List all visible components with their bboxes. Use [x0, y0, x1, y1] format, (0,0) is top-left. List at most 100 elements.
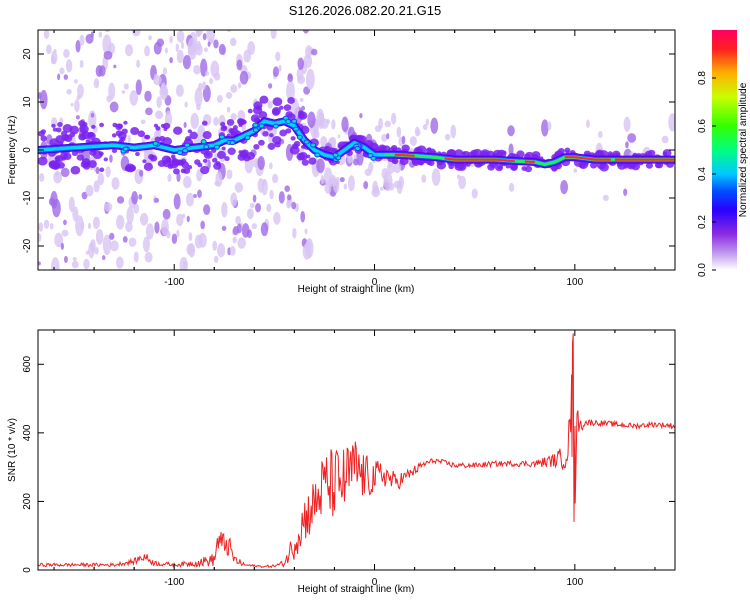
noise-blob	[217, 243, 226, 258]
signal-blob	[148, 154, 155, 160]
spectrogram-x-label: Height of straight line (km)	[298, 284, 415, 295]
ridge-spot	[258, 123, 265, 129]
noise-blob	[97, 172, 105, 186]
noise-blob	[320, 136, 328, 147]
noise-blob	[450, 124, 457, 139]
noise-blob	[144, 45, 150, 57]
noise-blob	[186, 215, 190, 223]
noise-blob	[297, 75, 305, 85]
noise-blob	[313, 130, 320, 139]
noise-blob	[142, 236, 151, 253]
noise-blob	[81, 191, 88, 200]
y-tick-label: 0	[22, 147, 33, 153]
noise-blob	[104, 202, 113, 212]
noise-blob	[225, 91, 233, 99]
noise-blob	[300, 210, 306, 223]
ridge-spot	[310, 142, 317, 148]
ridge-spot	[213, 144, 220, 150]
signal-blob	[236, 118, 245, 125]
snr-x-label: Height of straight line (km)	[298, 584, 415, 595]
noise-blob	[386, 133, 390, 140]
signal-blob	[226, 118, 235, 126]
signal-blob	[590, 162, 598, 169]
signal-blob	[40, 135, 47, 142]
noise-blob	[105, 166, 111, 178]
noise-blob	[393, 163, 402, 174]
signal-blob	[123, 120, 128, 125]
noise-blob	[195, 30, 204, 37]
noise-blob	[209, 77, 213, 85]
noise-blob	[246, 208, 254, 220]
signal-blob	[301, 159, 309, 166]
noise-blob	[109, 101, 119, 113]
noise-blob	[38, 92, 42, 100]
ridge-red-segment	[524, 160, 535, 164]
noise-blob	[335, 176, 340, 186]
noise-blob	[145, 223, 154, 240]
noise-blob	[60, 242, 65, 250]
noise-blob	[162, 67, 168, 75]
noise-blob	[71, 260, 79, 269]
noise-blob	[102, 255, 106, 261]
noise-blob	[221, 201, 228, 218]
noise-blob	[98, 31, 103, 38]
noise-blob	[63, 255, 68, 264]
noise-blob	[409, 136, 417, 147]
noise-blob	[194, 87, 203, 107]
signal-blob	[306, 154, 311, 159]
figure-title: S126.2026.082.20.21.G15	[289, 3, 442, 18]
x-tick-label: 100	[566, 277, 583, 288]
ridge-spot	[122, 146, 129, 152]
noise-blob	[75, 115, 80, 120]
signal-blob	[103, 157, 108, 162]
noise-blob	[83, 258, 90, 270]
signal-blob	[55, 135, 65, 144]
signal-blob	[262, 130, 269, 137]
noise-blob	[229, 37, 237, 47]
noise-blob	[319, 117, 324, 125]
signal-blob	[426, 160, 432, 166]
noise-blob	[50, 56, 56, 65]
ridge-spot	[152, 141, 159, 147]
noise-blob	[623, 188, 628, 197]
noise-blob	[190, 112, 199, 129]
ridge-spot	[354, 146, 361, 152]
noise-blob	[53, 171, 63, 184]
noise-blob	[126, 206, 134, 225]
signal-blob	[645, 162, 653, 169]
noise-blob	[234, 182, 243, 193]
signal-blob	[52, 127, 58, 132]
signal-blob	[298, 151, 308, 161]
noise-blob	[102, 234, 112, 256]
noise-blob	[431, 168, 441, 186]
signal-blob	[91, 124, 96, 129]
signal-blob	[215, 161, 221, 166]
noise-blob	[197, 189, 202, 198]
noise-blob	[305, 45, 313, 59]
signal-blob	[61, 156, 66, 161]
noise-blob	[236, 59, 243, 71]
signal-blob	[247, 108, 253, 114]
noise-blob	[257, 178, 265, 193]
noise-blob	[271, 22, 275, 30]
noise-blob	[182, 213, 186, 219]
noise-blob	[155, 110, 164, 120]
signal-blob	[228, 127, 235, 134]
noise-blob	[125, 44, 133, 57]
noise-blob	[111, 177, 120, 190]
noise-blob	[661, 135, 669, 144]
noise-blob	[85, 250, 90, 255]
ridge-spot	[182, 148, 189, 154]
noise-blob	[300, 105, 306, 111]
colorbar-tick-label: 0.8	[697, 71, 708, 85]
noise-blob	[305, 68, 315, 90]
signal-blob	[287, 96, 295, 104]
signal-blob	[297, 111, 308, 120]
signal-blob	[222, 125, 227, 130]
noise-blob	[347, 175, 355, 192]
noise-blob	[195, 43, 203, 56]
noise-blob	[88, 110, 97, 129]
noise-blob	[95, 166, 100, 175]
